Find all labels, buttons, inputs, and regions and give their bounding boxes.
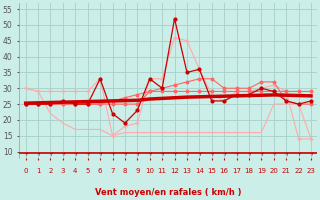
X-axis label: Vent moyen/en rafales ( km/h ): Vent moyen/en rafales ( km/h )	[95, 188, 242, 197]
